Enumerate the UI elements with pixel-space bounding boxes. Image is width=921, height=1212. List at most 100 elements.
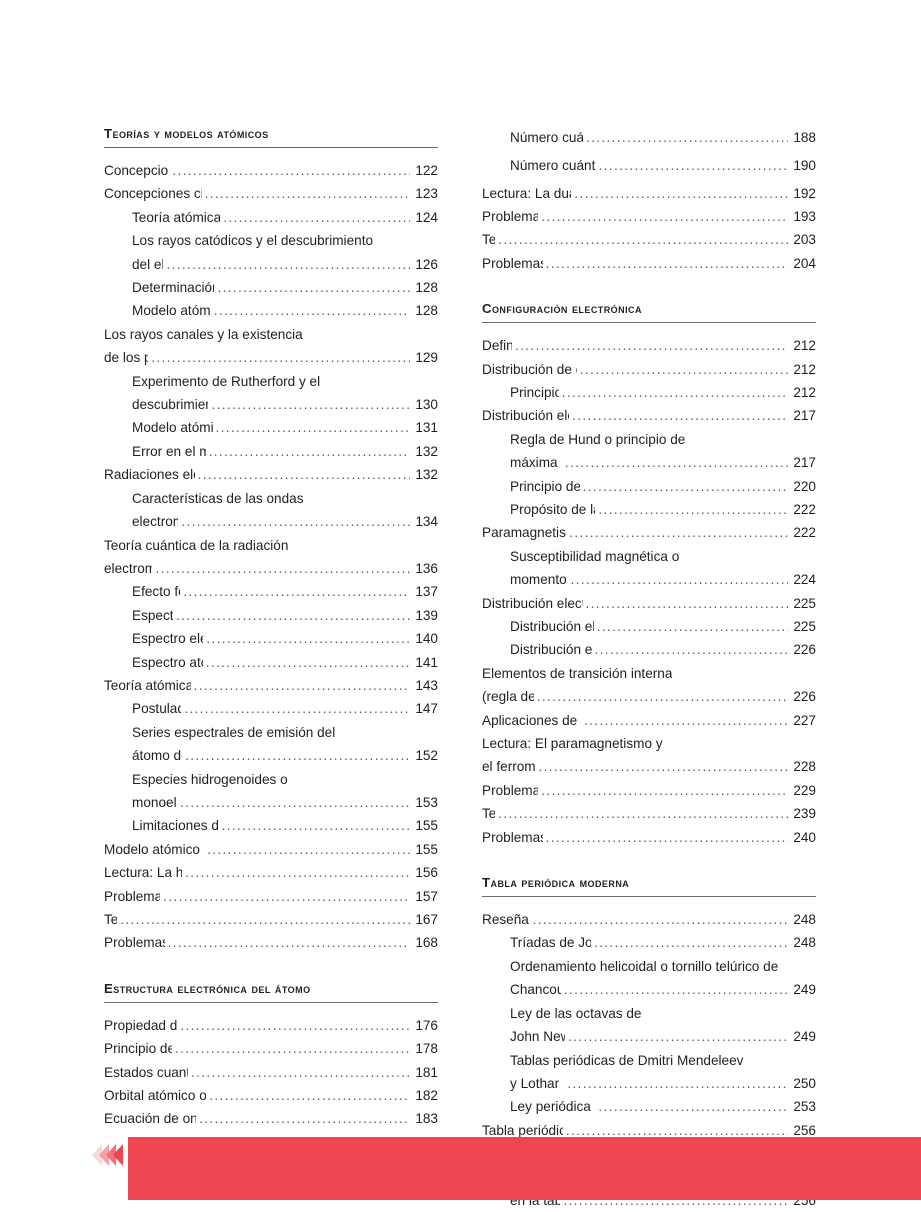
toc-entry[interactable]: Espectro atómico de hidrógeno 141 <box>104 651 438 674</box>
toc-entry[interactable]: Lectura: La dualidad onda-corpúsculo 192 <box>482 182 816 205</box>
toc-page-number: 248 <box>793 912 816 928</box>
toc-entry[interactable]: Definición 212 <box>482 334 816 357</box>
toc-entry-line: Paramagnetismo y diamagnetismo 222 <box>482 521 816 544</box>
toc-page-number: 126 <box>415 256 438 272</box>
toc-page-number: 222 <box>793 501 816 517</box>
toc-entry-line: Test 203 <box>482 228 816 251</box>
toc-page-number: 130 <box>415 397 438 413</box>
toc-entry[interactable]: Teoría cuántica de la radiación136electr… <box>104 534 438 581</box>
toc-entry[interactable]: Tabla periódica moderna (actual) 256 <box>482 1119 816 1142</box>
toc-entry[interactable]: Propósito de la configuración electrónic… <box>482 498 816 521</box>
dot-leader <box>586 126 788 149</box>
toc-entry[interactable]: Tablas periódicas de Dmitri Mendeleev250… <box>482 1049 816 1096</box>
toc-entry[interactable]: Modelo atómico de Thomson (1904) 128 <box>104 299 438 322</box>
toc-entry[interactable]: Test 203 <box>482 228 816 251</box>
toc-entry[interactable]: Espectro visible 139 <box>104 604 438 627</box>
toc-entry-title: Espectro visible <box>132 607 173 623</box>
toc-entry[interactable]: Número cuántico magnético (mℓ) 188 <box>482 126 816 154</box>
toc-entry[interactable]: Elementos de transición interna226(regla… <box>482 662 816 709</box>
toc-entry[interactable]: Efecto fotoeléctrico 137 <box>104 580 438 603</box>
toc-entry[interactable]: Orbital atómico o nube electrónica (REEM… <box>104 1084 438 1107</box>
toc-entry[interactable]: Características de las ondas134electroma… <box>104 487 438 534</box>
toc-entry[interactable]: Principio de Aufbau 212 <box>482 381 816 404</box>
toc-entry[interactable]: Problemas propuestos 240 <box>482 826 816 849</box>
toc-entry-title: Modelo atómico de Bohr-Sommerfeld (1915) <box>104 841 204 857</box>
toc-entry[interactable]: Concepciones científicas acerca del átom… <box>104 182 438 205</box>
toc-entry-title: electromagnética <box>104 560 153 576</box>
toc-entry[interactable]: Determinación de la carga del electrón 12… <box>104 276 438 299</box>
toc-entry[interactable]: Especies hidrogenoides o153monoelectróni… <box>104 768 438 815</box>
toc-entry[interactable]: Experimento de Rutherford y el130descubr… <box>104 370 438 417</box>
toc-entry-title: Especies hidrogenoides o <box>132 771 288 787</box>
toc-entry[interactable]: Reseña histórica 248 <box>482 908 816 931</box>
toc-entry-line-continued: Lectura: El paramagnetismo y228 <box>482 732 816 755</box>
toc-entry[interactable]: Aplicaciones de la configuración electró… <box>482 709 816 732</box>
toc-entry-line: Espectro electromagnético total 140 <box>104 627 438 650</box>
toc-entry[interactable]: Modelo atómico de Rutherford (1911) 131 <box>104 416 438 439</box>
toc-entry-title: Radiaciones electromagnéticas (REM) <box>104 467 195 483</box>
toc-entry-title: Efecto fotoeléctrico <box>132 584 180 600</box>
toc-entry[interactable]: Principio de exclusión de Pauli 220 <box>482 475 816 498</box>
toc-entry[interactable]: Problemas resueltos 157 <box>104 885 438 908</box>
toc-entry[interactable]: Problemas resueltos 193 <box>482 205 816 228</box>
toc-entry-title: Regla de Hund o principio de <box>510 431 686 447</box>
toc-entry[interactable]: Teoría atómica molecular de Dalton (1808… <box>104 206 438 229</box>
dot-leader <box>562 381 788 404</box>
toc-entry[interactable]: Distribución electrónica por orbitales 21… <box>482 404 816 427</box>
toc-entry[interactable]: Distribución electrónica especial (anoma… <box>482 592 816 615</box>
toc-entry[interactable]: Ecuación de onda y números cuánticos 183 <box>104 1107 438 1130</box>
toc-entry[interactable]: Problemas propuestos 168 <box>104 931 438 954</box>
toc-entry[interactable]: Test 239 <box>482 802 816 825</box>
toc-entry[interactable]: Series espectrales de emisión del152átom… <box>104 721 438 768</box>
toc-entry[interactable]: Test 167 <box>104 908 438 931</box>
toc-entry[interactable]: Error en el modelo de Rutherford 132 <box>104 440 438 463</box>
toc-entry[interactable]: Problemas propuestos 204 <box>482 252 816 275</box>
toc-entry[interactable]: Número cuántico de spin magnético (ms) 19… <box>482 154 816 182</box>
toc-entry[interactable]: Limitaciones de la teoría atómica de Boh… <box>104 814 438 837</box>
toc-entry[interactable]: Distribución electrónica en el grupo IB 2… <box>482 638 816 661</box>
toc-entry[interactable]: Distribución de electrones por subnivele… <box>482 358 816 381</box>
dot-leader <box>166 253 410 276</box>
toc-entry[interactable]: Los rayos canales y la existencia129de l… <box>104 323 438 370</box>
toc-entry-title: Modelo atómico de Rutherford (1911) <box>132 420 213 436</box>
left-column: Teorías y modelos atómicos Concepciones f… <box>104 126 438 1212</box>
toc-entry[interactable]: Distribución electrónica en el grupo VIB… <box>482 615 816 638</box>
toc-entry[interactable]: Problemas resueltos 229 <box>482 779 816 802</box>
dot-leader <box>206 651 410 674</box>
toc-entry-title: Elementos de transición interna <box>482 665 673 681</box>
toc-page-number: 155 <box>415 841 438 857</box>
toc-entry[interactable]: Teoría atómica de Niels Bohr (1913) 143 <box>104 674 438 697</box>
toc-entry[interactable]: Los rayos catódicos y el descubrimiento 1… <box>104 229 438 276</box>
toc-entry[interactable]: Lectura: El paramagnetismo y228el ferrom… <box>482 732 816 779</box>
toc-entry[interactable]: Tríadas de Johann Döbereiner (1829) 248 <box>482 931 816 954</box>
toc-entry[interactable]: Ley periódica moderna de los elementos 25… <box>482 1095 816 1118</box>
toc-entry[interactable]: Susceptibilidad magnética o224momento ma… <box>482 545 816 592</box>
toc-entry-title: Tabla periódica moderna (actual) <box>482 1122 563 1138</box>
toc-entry[interactable]: Espectro electromagnético total 140 <box>104 627 438 650</box>
toc-entry[interactable]: Lectura: La hipótesis de Planck 156 <box>104 861 438 884</box>
toc-entry-line: Chancourtois (1862) 249 <box>482 978 816 1001</box>
toc-entry[interactable]: Propiedad dual de la materia 176 <box>104 1014 438 1037</box>
dot-leader <box>594 931 788 954</box>
toc-entry[interactable]: Ley de las octavas de249John Newlands (1… <box>482 1002 816 1049</box>
toc-entry-line: Problemas propuestos 204 <box>482 252 816 275</box>
toc-entry[interactable]: Postulados de Bohr 147 <box>104 697 438 720</box>
toc-page-number: 249 <box>793 982 816 998</box>
toc-entry-line: Test 239 <box>482 802 816 825</box>
toc-entry[interactable]: Estados cuantizados de la energía 181 <box>104 1061 438 1084</box>
toc-entry[interactable]: Principio de incertidumbre 178 <box>104 1037 438 1060</box>
toc-entry-title: y Lothar Meyer (1869) <box>510 1075 564 1091</box>
dot-leader <box>151 346 410 369</box>
dot-leader <box>184 697 410 720</box>
toc-entry[interactable]: Regla de Hund o principio de217máxima mu… <box>482 428 816 475</box>
toc-entry-line: átomo de hidrógeno 152 <box>104 744 438 767</box>
toc-entry[interactable]: Paramagnetismo y diamagnetismo 222 <box>482 521 816 544</box>
toc-entry-line: Problemas resueltos 157 <box>104 885 438 908</box>
toc-entry-line: Espectro visible 139 <box>104 604 438 627</box>
toc-entry[interactable]: Ordenamiento helicoidal o tornillo telúr… <box>482 955 816 1002</box>
toc-entry[interactable]: Modelo atómico de Bohr-Sommerfeld (1915)… <box>104 838 438 861</box>
toc-entry[interactable]: Concepciones filosóficas 122 <box>104 159 438 182</box>
toc-entry-title: Principio de incertidumbre <box>104 1041 172 1057</box>
toc-entry[interactable]: Radiaciones electromagnéticas (REM) 132 <box>104 463 438 486</box>
toc-page-number: 190 <box>793 157 816 173</box>
